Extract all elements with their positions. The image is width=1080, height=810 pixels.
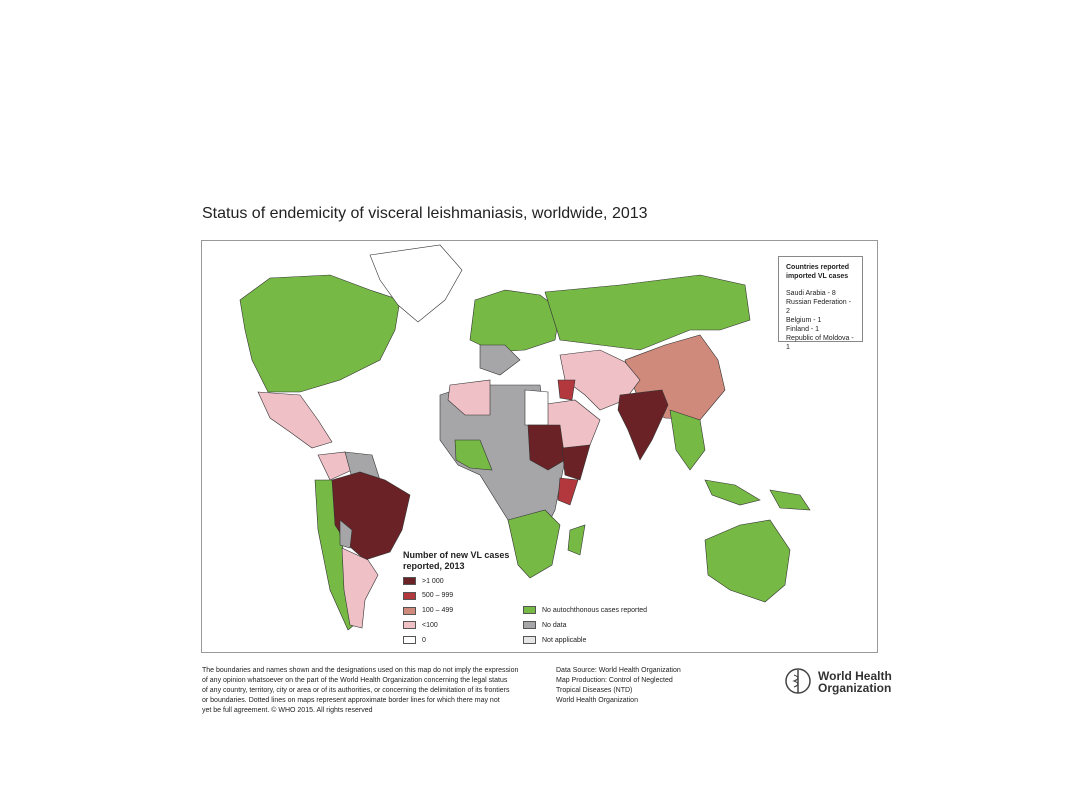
disclaimer-line: or boundaries. Dotted lines on maps repr… (202, 697, 500, 704)
source-line: Tropical Diseases (NTD) (556, 687, 633, 694)
legend-label: 100 – 499 (422, 607, 454, 615)
disclaimer-line: of any opinion whatsoever on the part of… (202, 677, 508, 684)
legend-item: >1 000 (403, 577, 444, 585)
legend-swatch (523, 621, 536, 629)
data-source: Data Source: World Health Organization Ma… (556, 666, 681, 706)
legend-item: No autochthonous cases reported (523, 606, 647, 614)
region (469, 289, 561, 353)
legend-label: >1 000 (422, 577, 444, 585)
legend-label: Not applicable (542, 636, 587, 644)
source-line: Map Production: Control of Neglected (556, 677, 673, 684)
legend-swatch (523, 636, 536, 644)
imported-item: Saudi Arabia - 8 (786, 290, 836, 297)
legend-item: 500 – 999 (403, 591, 454, 600)
region (704, 519, 791, 603)
region (341, 547, 379, 629)
legend-label: No autochthonous cases reported (542, 606, 648, 614)
region (239, 274, 401, 393)
region (331, 471, 411, 561)
region (557, 477, 579, 506)
legend-swatch (523, 606, 536, 614)
disclaimer-line: yet be full agreement. © WHO 2015. All r… (202, 707, 373, 714)
legend-swatch (403, 606, 416, 615)
legend-item: No data (523, 621, 567, 629)
legend-item: <100 (403, 621, 438, 630)
imported-item: Russian Federation - 2 (786, 299, 851, 315)
imported-item: Belgium - 1 (786, 317, 822, 324)
legend-title: Number of new VL cases reported, 2013 (403, 550, 510, 571)
region (454, 439, 493, 471)
who-logo-text: World Health Organization (818, 670, 892, 694)
region (769, 489, 811, 511)
legend-label: <100 (422, 621, 438, 629)
imported-cases-box: Countries reported imported VL cases Sau… (778, 256, 863, 351)
region (507, 509, 561, 579)
map-title: Status of endemicity of visceral leishma… (202, 205, 648, 222)
region (561, 444, 591, 481)
imported-item: Republic of Moldova - 1 (786, 335, 854, 351)
region (257, 391, 333, 449)
region (479, 344, 521, 376)
imported-item: Finland - 1 (786, 326, 820, 333)
legend-item: 100 – 499 (403, 606, 454, 615)
legend-swatch (403, 621, 416, 630)
disclaimer-line: The boundaries and names shown and the d… (202, 667, 519, 674)
region (557, 379, 576, 401)
region (669, 409, 706, 471)
region (544, 274, 751, 351)
legend-label: No data (542, 621, 567, 629)
imported-box-title: Countries reported imported VL cases (786, 264, 850, 280)
who-emblem (785, 668, 811, 694)
legend-swatch (403, 591, 416, 600)
disclaimer-line: of any country, territory, city or area … (202, 687, 510, 694)
region (704, 479, 761, 506)
legend-label: 0 (422, 636, 426, 644)
region (339, 519, 353, 549)
legend-label: 500 – 999 (422, 592, 454, 600)
region (527, 424, 566, 471)
map-frame (201, 240, 878, 653)
region (369, 244, 463, 323)
legend-swatch (403, 636, 416, 645)
region (617, 389, 669, 461)
legend-swatch (403, 577, 416, 585)
legend-item: 0 (403, 636, 426, 645)
source-line: Data Source: World Health Organization (556, 667, 681, 674)
region (447, 379, 491, 416)
disclaimer: The boundaries and names shown and the d… (202, 666, 518, 716)
region (567, 524, 586, 556)
source-line: World Health Organization (556, 697, 638, 704)
logo-line: World Health (818, 669, 892, 683)
legend-item: Not applicable (523, 636, 586, 644)
region (524, 389, 549, 426)
logo-line: Organization (818, 681, 892, 695)
